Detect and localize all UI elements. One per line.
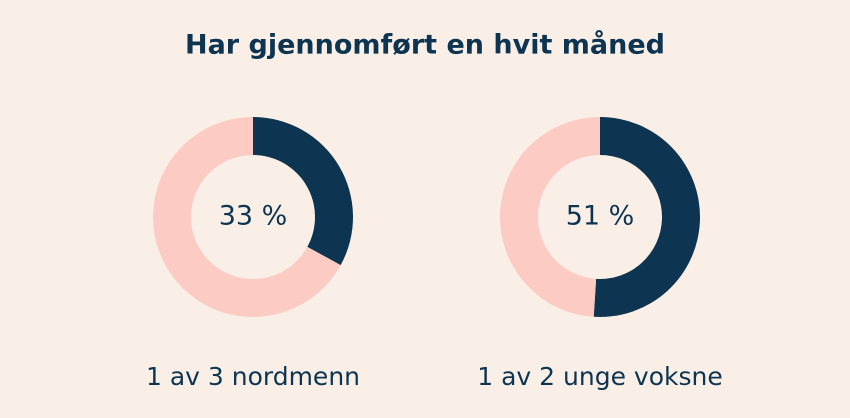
donut-segment: [500, 117, 600, 317]
caption: 1 av 2 unge voksne: [477, 362, 722, 391]
caption: 1 av 3 nordmenn: [146, 362, 360, 391]
donut-segment: [593, 117, 701, 317]
value-label: 33 %: [219, 201, 288, 232]
title: Har gjennomført en hvit måned: [185, 29, 665, 61]
value-label: 51 %: [566, 201, 635, 232]
donut-segment: [253, 117, 353, 266]
donut-segment: [153, 117, 341, 317]
